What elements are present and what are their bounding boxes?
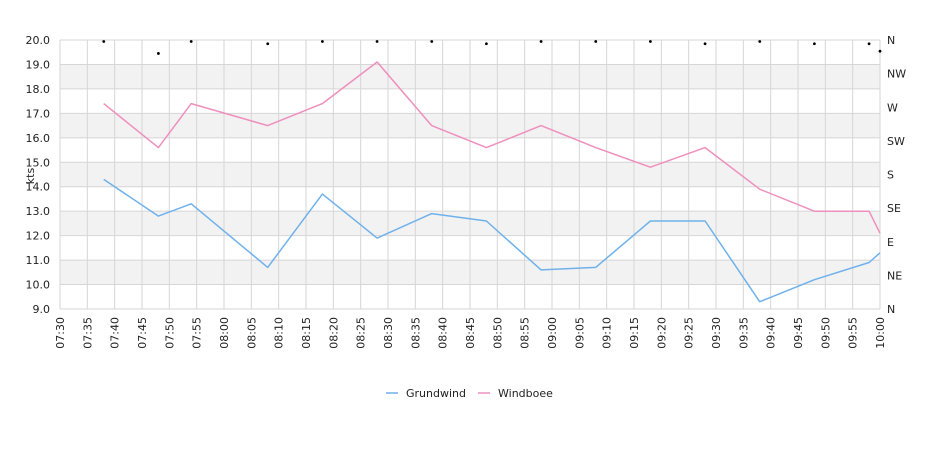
direction-point (102, 40, 106, 43)
x-tick-label: 08:00 (218, 317, 231, 349)
y-axis-ticks: 9.0 10.0 11.0 12.0 13.0 14.0 15.0 16.0 17.0 18.0 1… (26, 34, 51, 316)
x-tick-label: 07:45 (136, 317, 149, 349)
y-tick-label: 12.0 (26, 230, 51, 243)
x-tick-label: 08:20 (327, 317, 340, 349)
direction-point (485, 42, 488, 46)
y-tick-label: 19.0 (26, 58, 51, 71)
direction-point (539, 40, 543, 43)
x-tick-label: 09:15 (628, 317, 641, 349)
x-tick-label: 08:55 (519, 317, 532, 349)
x-tick-label: 09:40 (765, 317, 778, 349)
chart-legend[interactable]: Grundwind Windboee (386, 387, 553, 400)
y-tick-label: 18.0 (26, 83, 51, 96)
direction-point (813, 42, 816, 46)
horizontal-gridlines (60, 39, 880, 310)
direction-tick-label: S (887, 169, 894, 182)
direction-tick-label: SW (887, 135, 905, 148)
x-tick-label: 08:45 (464, 317, 477, 349)
x-tick-label: 09:55 (847, 317, 860, 349)
y-tick-label: 9.0 (33, 303, 51, 316)
y-tick-label: 13.0 (26, 205, 51, 218)
x-tick-label: 08:10 (273, 317, 286, 349)
direction-tick-label: N (887, 303, 895, 316)
x-axis-ticks: 07:30 07:35 07:40 07:45 07:50 07:55 08:00 08:05… (54, 317, 887, 349)
direction-point (758, 40, 762, 43)
x-tick-label: 08:40 (437, 317, 450, 349)
y-tick-label: 11.0 (26, 254, 51, 267)
direction-point (321, 40, 324, 43)
x-tick-label: 09:10 (601, 317, 614, 349)
x-tick-label: 07:30 (54, 317, 67, 349)
y-axis-label: kts (24, 168, 37, 185)
y-tick-label: 14.0 (26, 181, 51, 194)
direction-tick-label: NW (887, 68, 906, 81)
legend-label: Windboee (498, 387, 553, 400)
direction-point (649, 40, 652, 43)
direction-axis-ticks: N NE E SE S SW W NW N (887, 34, 906, 316)
x-tick-label: 08:15 (300, 317, 313, 349)
y-tick-label: 20.0 (26, 34, 51, 47)
legend-label: Grundwind (406, 387, 466, 400)
direction-tick-label: E (887, 236, 894, 249)
y-tick-label: 10.0 (26, 279, 51, 292)
x-tick-label: 07:35 (81, 317, 94, 349)
vertical-gridlines (59, 40, 881, 309)
x-tick-label: 08:35 (409, 317, 422, 349)
x-tick-label: 08:05 (245, 317, 258, 349)
y-tick-label: 16.0 (26, 132, 51, 145)
x-tick-label: 08:25 (355, 317, 368, 349)
direction-point (375, 40, 379, 43)
x-tick-label: 08:30 (382, 317, 395, 349)
direction-tick-label: SE (887, 202, 901, 215)
x-tick-label: 07:55 (191, 317, 204, 349)
x-tick-label: 08:50 (491, 317, 504, 349)
series-lines (103, 61, 881, 303)
direction-tick-label: N (887, 34, 895, 47)
direction-point (157, 52, 160, 55)
x-tick-label: 09:20 (655, 317, 668, 349)
x-tick-label: 09:30 (710, 317, 723, 349)
direction-point (878, 49, 882, 53)
y-tick-label: 15.0 (26, 156, 51, 169)
direction-point (430, 40, 434, 43)
series-line-windboee (103, 61, 881, 234)
x-tick-label: 09:45 (792, 317, 805, 349)
direction-tick-label: NE (887, 269, 902, 282)
x-tick-label: 09:35 (737, 317, 750, 349)
series-line-grundwind (103, 178, 881, 303)
direction-point (867, 42, 871, 46)
x-tick-label: 07:40 (109, 317, 122, 349)
y-tick-label: 17.0 (26, 107, 51, 120)
x-tick-label: 09:00 (546, 317, 559, 349)
direction-point (594, 40, 598, 43)
direction-point (266, 42, 270, 46)
x-tick-label: 10:00 (874, 317, 887, 349)
direction-markers (102, 40, 882, 55)
x-tick-label: 07:50 (163, 317, 176, 349)
direction-tick-label: W (887, 101, 898, 114)
direction-point (703, 42, 707, 46)
x-tick-label: 09:50 (819, 317, 832, 349)
x-tick-label: 09:25 (683, 317, 696, 349)
direction-point (189, 40, 193, 43)
x-tick-label: 09:05 (573, 317, 586, 349)
